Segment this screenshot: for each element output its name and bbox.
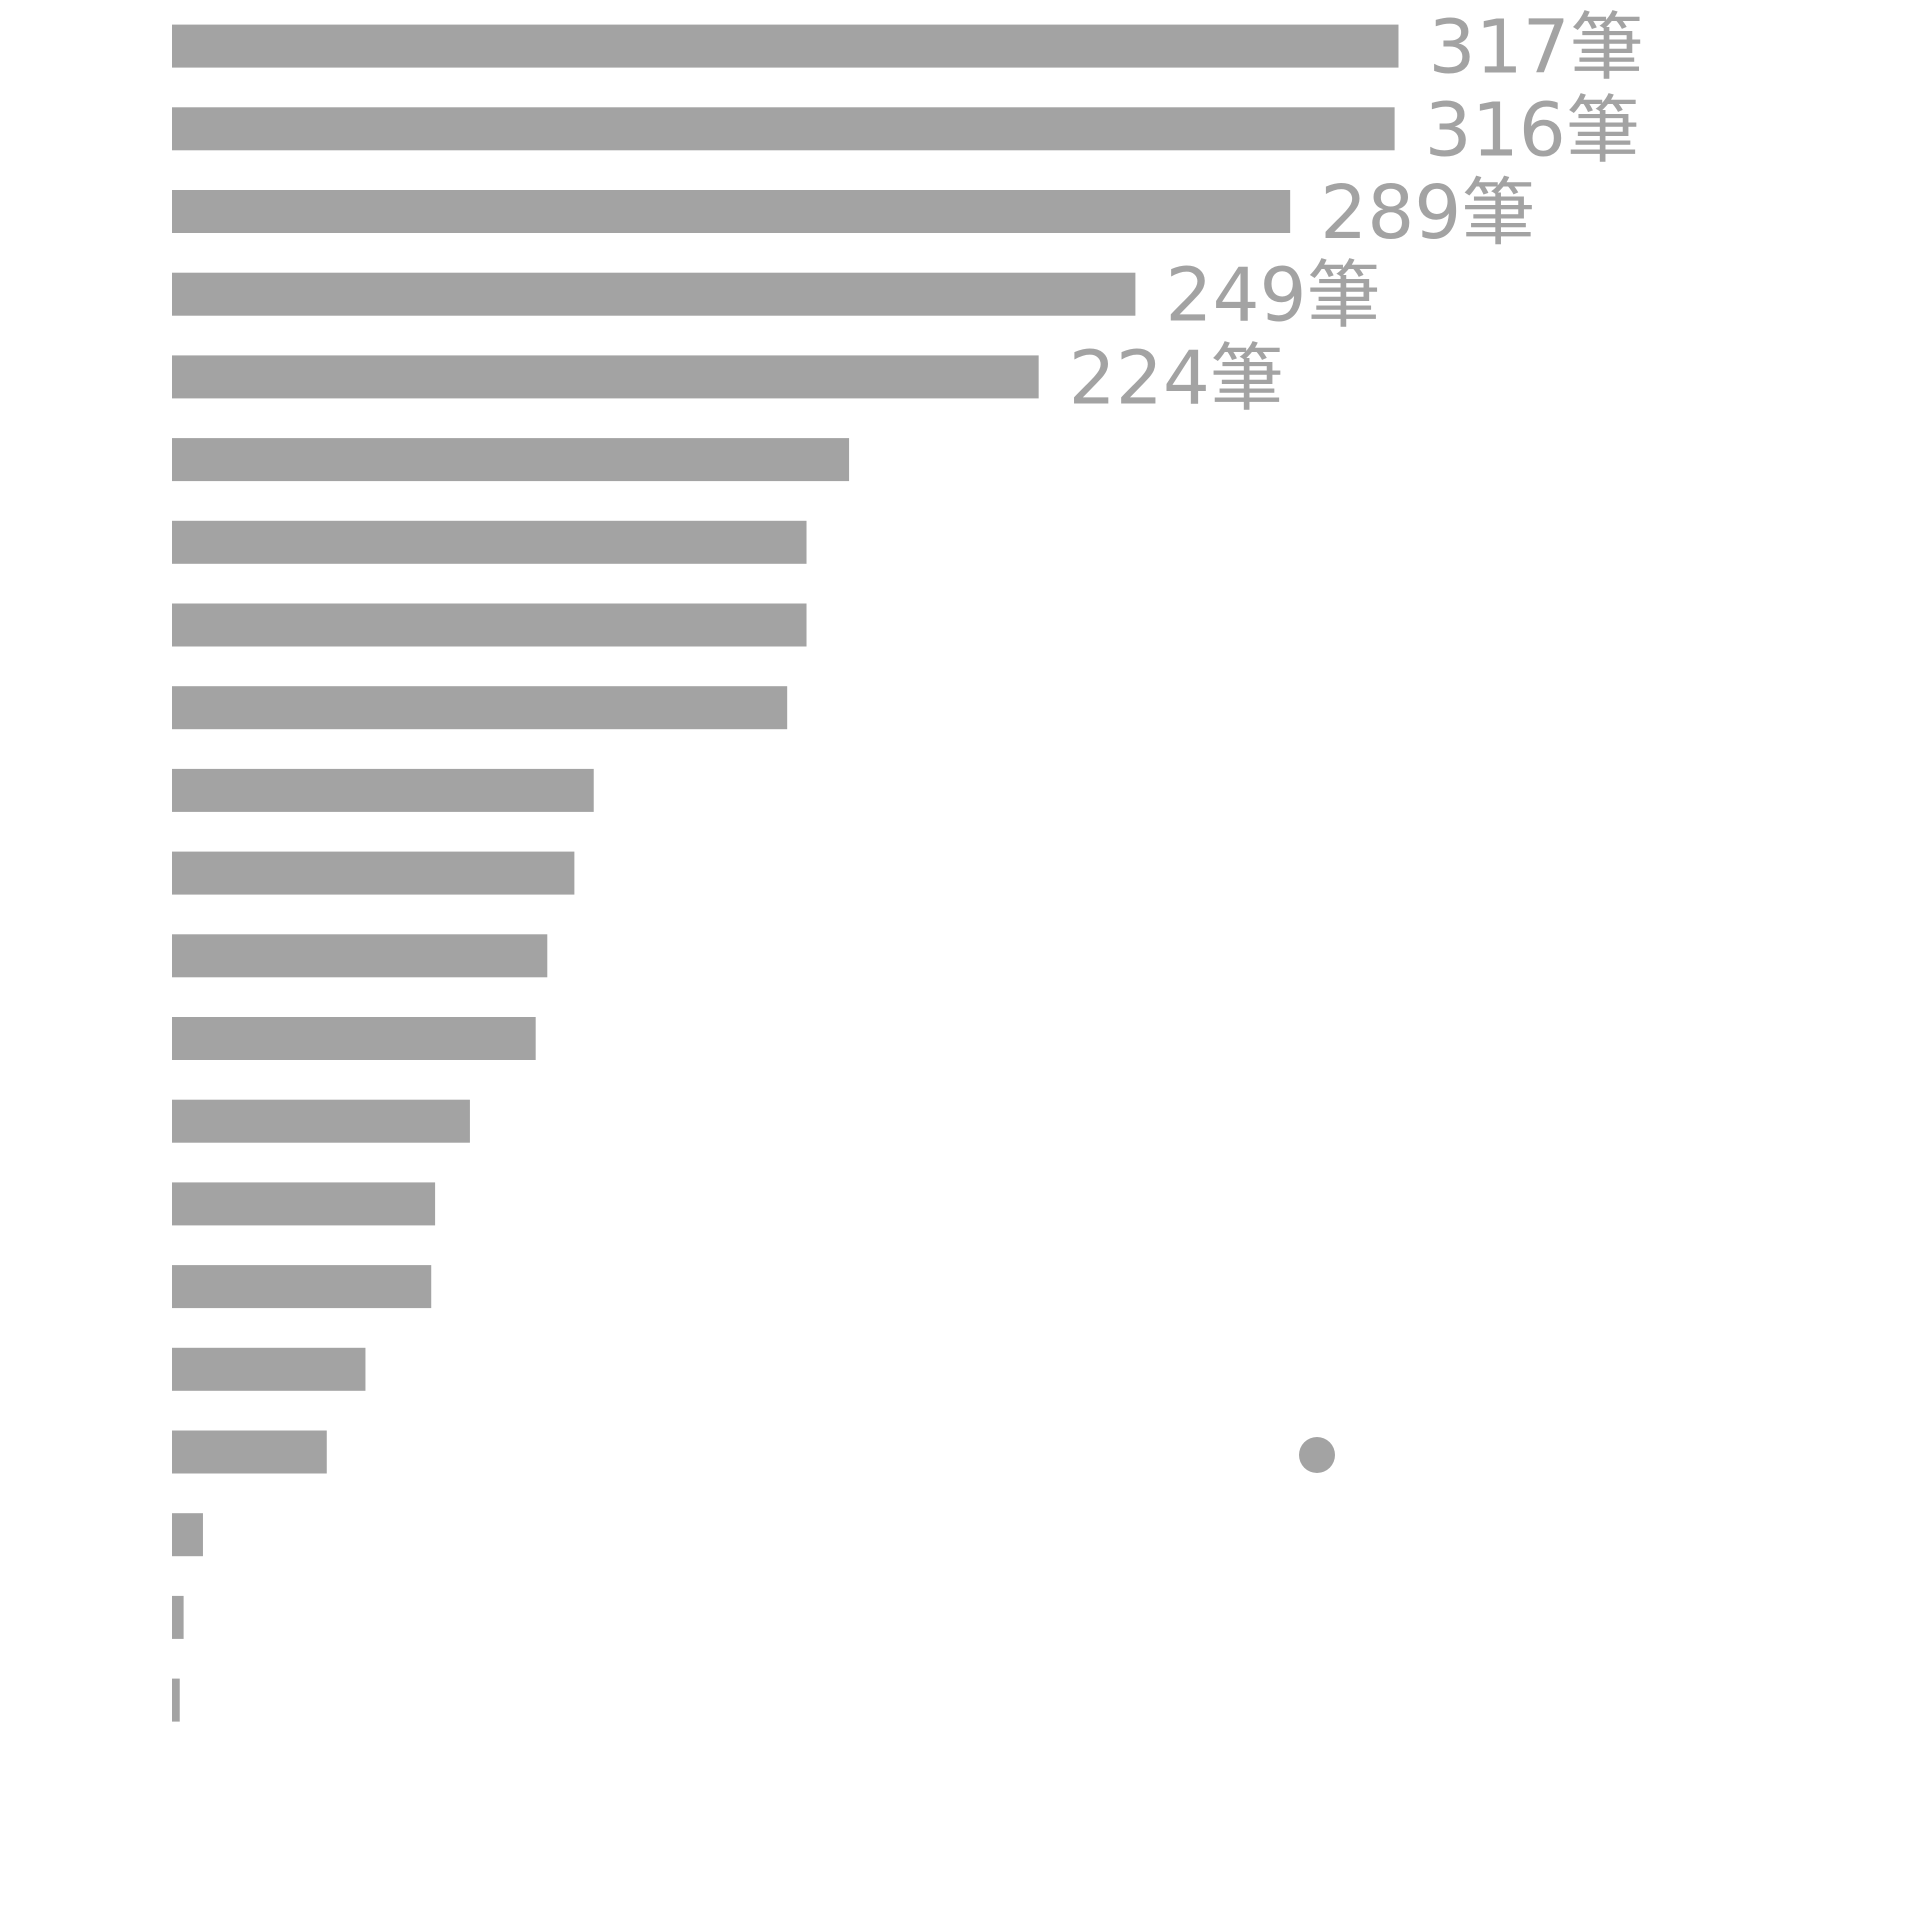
bar	[172, 1347, 366, 1391]
bar	[172, 1430, 327, 1474]
value-label: 289筆	[1320, 170, 1535, 256]
bar	[172, 603, 807, 647]
bar	[172, 24, 1399, 68]
bar	[172, 190, 1291, 233]
bar	[172, 1182, 436, 1226]
bar	[172, 686, 788, 730]
bar	[172, 1595, 184, 1639]
bar	[172, 768, 594, 812]
value-label: 224筆	[1069, 335, 1284, 421]
bar	[172, 1017, 536, 1060]
bar	[172, 1678, 180, 1722]
value-label: 249筆	[1165, 253, 1380, 339]
bar	[172, 1265, 432, 1309]
decorative-dot	[1299, 1437, 1335, 1473]
bar	[172, 272, 1136, 316]
bar	[172, 438, 850, 482]
value-label: 316筆	[1425, 87, 1640, 173]
bar	[172, 851, 575, 895]
bar	[172, 1513, 203, 1557]
bar	[172, 934, 548, 978]
bar	[172, 107, 1395, 151]
bar	[172, 355, 1039, 399]
bar	[172, 520, 807, 564]
bar	[172, 1099, 470, 1143]
value-label: 317筆	[1428, 5, 1643, 91]
